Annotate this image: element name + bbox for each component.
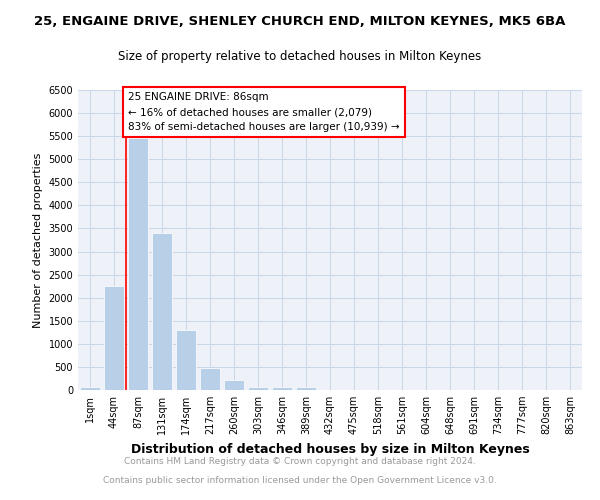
Bar xyxy=(104,286,124,390)
Bar xyxy=(80,386,100,390)
Text: 25 ENGAINE DRIVE: 86sqm
← 16% of detached houses are smaller (2,079)
83% of semi: 25 ENGAINE DRIVE: 86sqm ← 16% of detache… xyxy=(128,92,400,132)
Bar xyxy=(272,386,292,390)
Text: Contains HM Land Registry data © Crown copyright and database right 2024.: Contains HM Land Registry data © Crown c… xyxy=(124,458,476,466)
Text: Contains public sector information licensed under the Open Government Licence v3: Contains public sector information licen… xyxy=(103,476,497,485)
Bar xyxy=(128,138,148,390)
Text: 25, ENGAINE DRIVE, SHENLEY CHURCH END, MILTON KEYNES, MK5 6BA: 25, ENGAINE DRIVE, SHENLEY CHURCH END, M… xyxy=(34,15,566,28)
Bar xyxy=(296,387,316,390)
Bar xyxy=(152,233,172,390)
Bar xyxy=(224,380,244,390)
Y-axis label: Number of detached properties: Number of detached properties xyxy=(33,152,43,328)
Bar xyxy=(176,330,196,390)
Text: Size of property relative to detached houses in Milton Keynes: Size of property relative to detached ho… xyxy=(118,50,482,63)
Bar xyxy=(200,368,220,390)
Bar xyxy=(248,386,268,390)
X-axis label: Distribution of detached houses by size in Milton Keynes: Distribution of detached houses by size … xyxy=(131,442,529,456)
